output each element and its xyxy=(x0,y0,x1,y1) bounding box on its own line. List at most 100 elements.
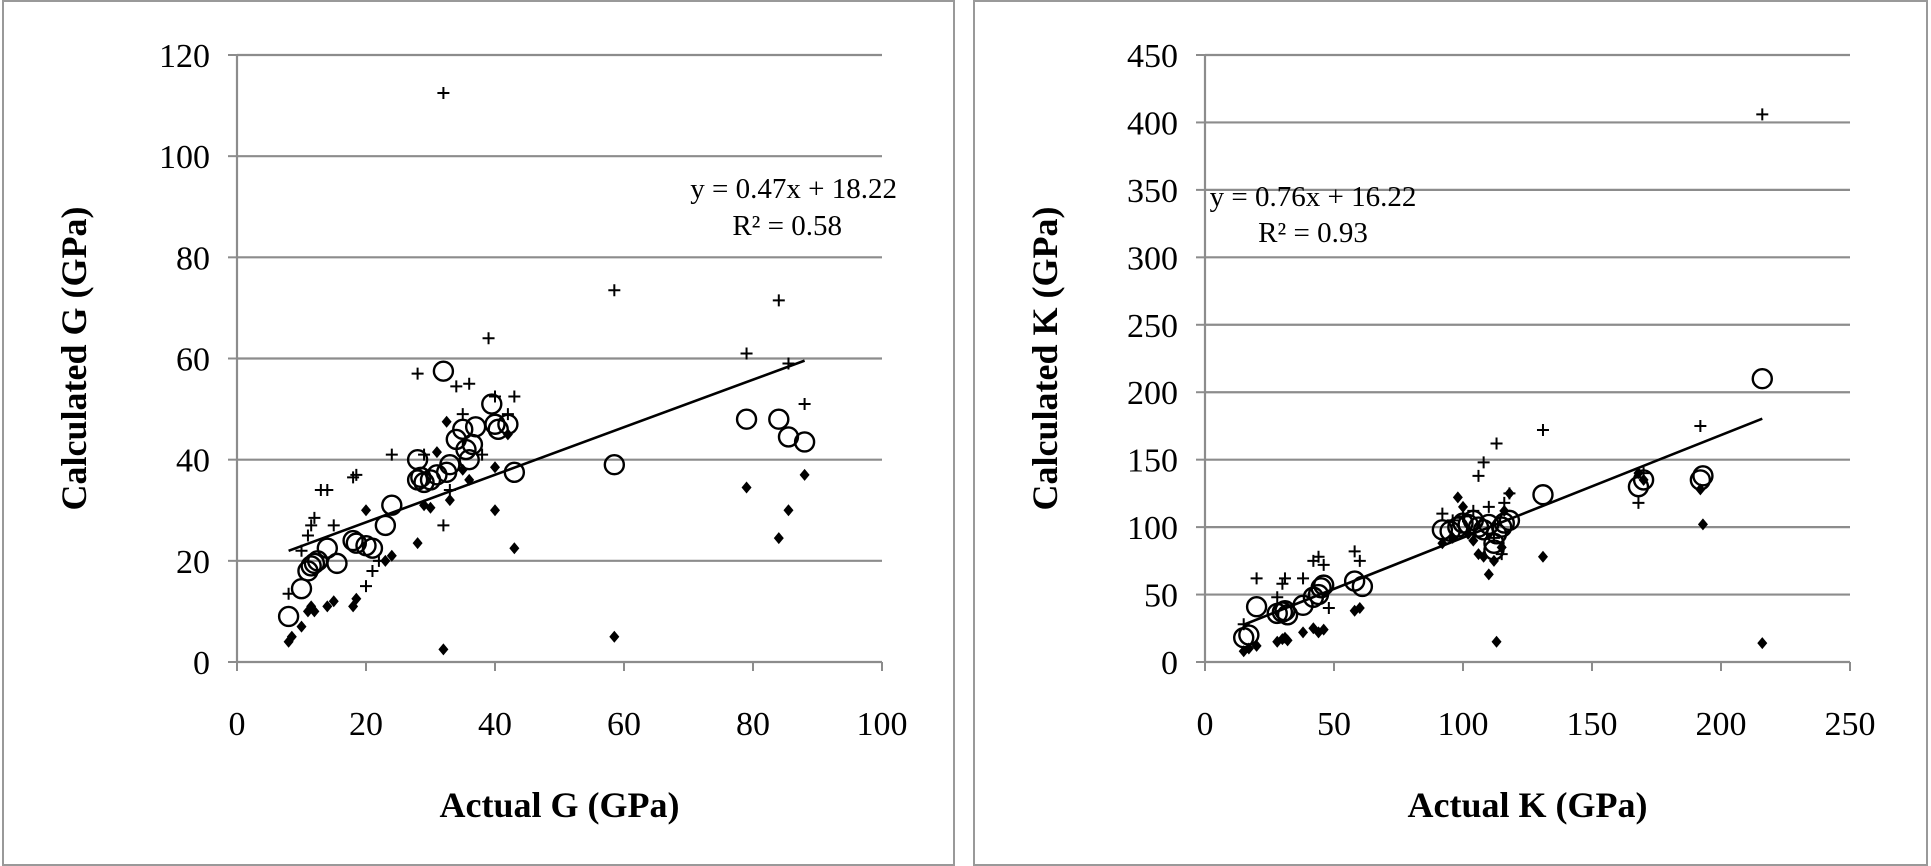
plus-point xyxy=(301,529,314,542)
y-tick-label: 80 xyxy=(176,240,210,277)
circle-point xyxy=(458,448,480,471)
circle-point xyxy=(300,555,322,577)
circle-point xyxy=(361,537,384,559)
diamond-point xyxy=(783,504,794,517)
y-tick-label: 300 xyxy=(1127,240,1178,277)
diamond-point xyxy=(1504,487,1515,500)
diamond-point xyxy=(438,643,449,656)
plus-point xyxy=(476,448,489,461)
plus-point xyxy=(456,408,469,421)
trendline-r2: R² = 0.58 xyxy=(732,210,842,242)
diamond-point xyxy=(441,415,452,428)
plus-point xyxy=(1477,456,1490,469)
plus-point xyxy=(1278,572,1291,585)
plus-point xyxy=(305,519,318,532)
y-tick-label: 60 xyxy=(176,342,210,379)
diamond-point xyxy=(412,537,423,550)
y-tick-label: 450 xyxy=(1127,38,1178,75)
plus-point xyxy=(1694,419,1707,432)
circle-point xyxy=(406,448,429,471)
x-tick-label: 0 xyxy=(229,706,246,743)
plus-point xyxy=(437,86,450,99)
trendline-equation: y = 0.47x + 18.22 xyxy=(690,173,897,205)
plus-point xyxy=(508,390,521,403)
x-tick-label: 100 xyxy=(1438,706,1489,743)
diamond-point xyxy=(509,542,520,555)
plus-point xyxy=(327,519,340,532)
diamond-point xyxy=(609,630,620,643)
plus-point xyxy=(308,511,321,524)
plus-point xyxy=(1490,437,1503,450)
diamond-point xyxy=(386,549,397,562)
y-tick-label: 50 xyxy=(1144,578,1178,615)
circle-point xyxy=(316,537,338,559)
circle-point xyxy=(303,552,326,575)
y-tick-label: 200 xyxy=(1127,375,1178,412)
x-tick-label: 100 xyxy=(857,706,908,743)
x-tick-label: 0 xyxy=(1197,706,1214,743)
plus-point xyxy=(1276,577,1289,590)
y-tick-label: 400 xyxy=(1127,105,1178,142)
y-tick-label: 0 xyxy=(1161,645,1178,682)
plus-point xyxy=(282,587,295,600)
x-tick-label: 250 xyxy=(1825,706,1876,743)
circle-point xyxy=(1310,577,1332,599)
diamond-point xyxy=(286,630,297,643)
circle-point xyxy=(1498,509,1521,532)
x-axis-title: Actual K (GPa) xyxy=(1408,785,1648,825)
plus-point xyxy=(1536,423,1549,436)
diamond-point xyxy=(457,463,468,476)
plus-point xyxy=(1271,591,1284,604)
diamond-point xyxy=(1452,491,1463,504)
circle-point xyxy=(768,408,790,430)
y-tick-label: 150 xyxy=(1127,443,1178,480)
x-tick-label: 40 xyxy=(478,706,512,743)
y-tick-label: 20 xyxy=(176,544,210,581)
plus-point xyxy=(418,448,431,461)
y-tick-label: 0 xyxy=(193,645,210,682)
chart-panel-g: 0 20 40 60 80 100 120 0 20 40 60 80 100 Actual G (GPa… xyxy=(2,0,955,866)
plus-point xyxy=(1467,504,1480,517)
circle-point xyxy=(326,552,348,575)
circle-point xyxy=(735,408,758,430)
plus-point xyxy=(360,580,372,593)
plus-point xyxy=(1348,545,1361,558)
diamond-point xyxy=(361,504,371,517)
plus-point xyxy=(366,564,379,577)
plus-point xyxy=(463,377,476,390)
plus-point xyxy=(1487,531,1500,544)
diamond-point xyxy=(1313,626,1324,639)
diamond-point xyxy=(1483,568,1494,581)
circle-point xyxy=(603,454,626,476)
x-tick-label: 80 xyxy=(736,706,770,743)
diamond-point xyxy=(1633,467,1644,480)
plus-point xyxy=(1250,572,1263,585)
plus-point xyxy=(772,294,785,307)
x-tick-label: 20 xyxy=(349,706,383,743)
scatter-chart-g: 0 20 40 60 80 100 120 0 20 40 60 80 100 Actual G (GPa… xyxy=(54,38,908,825)
diamond-point xyxy=(328,595,339,608)
diamond-point xyxy=(322,600,333,613)
diamond-point xyxy=(1638,473,1649,486)
circle-point xyxy=(381,494,403,516)
circle-point xyxy=(1532,484,1554,506)
scatter-chart-k: 0 50 100 150 200 250 300 350 400 450 0 50 100 150 200 2… xyxy=(1025,38,1876,825)
diamond-point xyxy=(1697,518,1708,531)
chart-panel-k: 0 50 100 150 200 250 300 350 400 450 0 50 100 150 200 2… xyxy=(973,0,1928,866)
circle-point xyxy=(484,413,506,435)
plus-point xyxy=(798,398,811,411)
trendline xyxy=(288,359,806,553)
diamond-point xyxy=(431,446,442,459)
plus-point xyxy=(450,380,463,393)
plus-point xyxy=(1446,514,1459,527)
diamond-point xyxy=(1757,637,1768,650)
circle-point xyxy=(439,454,461,476)
diamond-point xyxy=(444,494,455,507)
diamond-point xyxy=(1282,634,1293,647)
x-tick-label: 150 xyxy=(1567,706,1618,743)
diamond-point xyxy=(1298,626,1309,639)
plus-point xyxy=(321,484,334,497)
plus-point xyxy=(489,390,501,403)
plus-point xyxy=(385,448,398,461)
circle-point xyxy=(1692,465,1714,487)
